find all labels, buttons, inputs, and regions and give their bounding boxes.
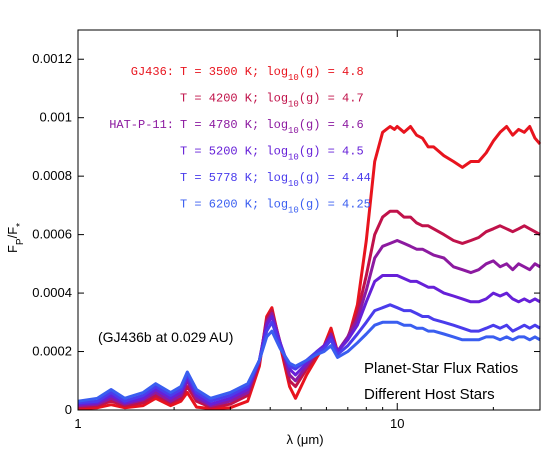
y-tick-label-3: 0.0006 [32,227,72,242]
legend-entry-1: T = 3500 K; log10(g) = 4.8 [180,65,364,83]
x-axis-title: λ (μm) [286,432,323,447]
legend-entry-5: T = 5778 K; log10(g) = 4.44 [180,171,371,189]
legend-entry-3: T = 4780 K; log10(g) = 4.6 [180,118,364,136]
legend: T = 3500 K; log10(g) = 4.8 GJ436: T = 4200… [109,65,371,216]
annotation-title-line1: Planet-Star Flux Ratios [364,360,518,377]
x-tick-label-0: 1 [74,416,81,431]
legend-entry-6: T = 6200 K; log10(g) = 4.25 [180,198,371,216]
series-line-2 [77,209,541,409]
x-tick-label-1: 10 [390,416,404,431]
annotation-distance: (GJ436b at 0.029 AU) [98,329,233,345]
legend-prefix-3: HAT-P-11: [109,118,174,132]
plot-frame [77,29,541,411]
series-line-3 [77,239,541,408]
y-tick-label-0: 0 [65,402,72,417]
series-line-1 [77,125,542,410]
y-tick-label-6: 0.0012 [32,51,72,66]
legend-prefix-1: GJ436: [131,65,174,79]
y-tick-label-5: 0.001 [39,110,72,125]
series-line-6 [77,320,541,403]
y-tick-label-4: 0.0008 [32,168,72,183]
legend-entry-2: T = 4200 K; log10(g) = 4.7 [180,92,364,110]
y-tick-label-1: 0.0002 [32,344,72,359]
y-tick-label-2: 0.0004 [32,285,72,300]
y-axis-title: FP/F* [5,223,26,253]
annotation-title-line2: Different Host Stars [364,386,495,403]
ticks-layer: 0 0.0002 0.0004 0.0006 0.0008 0.001 0.0012 1 10 [32,30,540,431]
legend-entry-4: T = 5200 K; log10(g) = 4.5 [180,145,364,163]
series-layer [77,125,542,410]
